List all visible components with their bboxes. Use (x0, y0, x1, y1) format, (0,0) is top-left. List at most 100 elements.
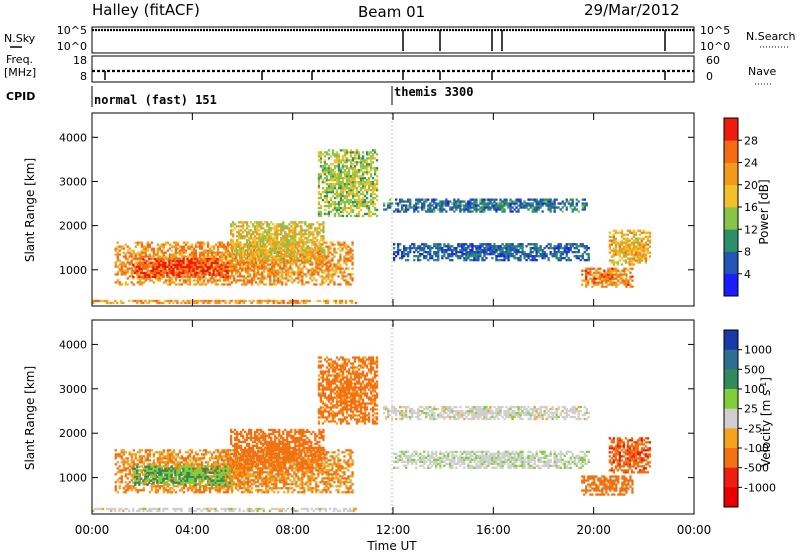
heatmap-cell (329, 273, 332, 276)
heatmap-cell (318, 227, 321, 230)
heatmap-cell (565, 249, 568, 252)
heatmap-cell (275, 271, 278, 274)
heatmap-cell (256, 241, 259, 244)
heatmap-cell (140, 275, 143, 278)
heatmap-cell (373, 212, 377, 216)
heatmap-cell (130, 269, 133, 272)
heatmap-cell (284, 227, 287, 230)
heatmap-cell (411, 206, 414, 209)
heatmap-cell (214, 273, 218, 276)
heatmap-cell (613, 277, 616, 280)
heatmap-cell (302, 301, 305, 305)
heatmap-cell (565, 198, 568, 201)
heatmap-cell (294, 301, 297, 305)
heatmap-cell (229, 267, 232, 270)
heatmap-cell (148, 301, 151, 305)
heatmap-cell (148, 463, 151, 466)
heatmap-cell (276, 237, 279, 240)
heatmap-cell (425, 255, 428, 258)
heatmap-cell (130, 281, 133, 284)
heatmap-cell (608, 239, 611, 242)
heatmap-cell (320, 245, 323, 248)
heatmap-cell (611, 269, 614, 272)
heatmap-cell (224, 245, 228, 248)
heatmap-cell (648, 245, 652, 248)
heatmap-cell (622, 247, 626, 250)
heatmap-cell (331, 153, 335, 156)
heatmap-cell (343, 185, 347, 188)
heatmap-cell (327, 202, 331, 206)
heatmap-cell (170, 245, 174, 248)
heatmap-cell (625, 277, 628, 280)
heatmap-cell (646, 249, 650, 252)
heatmap-cell (501, 200, 504, 203)
heatmap-cell (303, 261, 306, 264)
heatmap-cell (300, 237, 303, 240)
heatmap-cell (116, 461, 119, 464)
heatmap-cell (138, 461, 141, 464)
heatmap-cell (357, 212, 361, 216)
heatmap-cell (622, 237, 626, 240)
heatmap-cell (471, 255, 474, 258)
heatmap-cell (112, 301, 115, 305)
heatmap-cell (491, 257, 494, 260)
heatmap-cell (122, 245, 125, 248)
heatmap-cell (481, 243, 484, 246)
heatmap-cell (347, 151, 351, 154)
heatmap-cell (246, 259, 249, 262)
heatmap-cell (152, 281, 155, 284)
heatmap-cell (253, 259, 256, 262)
heatmap-cell (230, 231, 233, 234)
heatmap-cell (325, 279, 328, 282)
heatmap-cell (268, 241, 271, 244)
heatmap-cell (499, 206, 502, 209)
heatmap-cell (272, 245, 275, 248)
heatmap-cell (226, 271, 229, 275)
heatmap-cell (319, 283, 322, 286)
heatmap-cell (335, 251, 338, 254)
heatmap-cell (642, 243, 646, 246)
heatmap-cell (551, 206, 554, 209)
heatmap-cell (262, 251, 265, 254)
heatmap-cell (290, 301, 293, 305)
heatmap-cell (294, 255, 297, 258)
heatmap-cell (300, 239, 303, 242)
heatmap-cell (308, 235, 311, 238)
heatmap-cell (114, 249, 117, 252)
heatmap-cell (483, 210, 486, 213)
heatmap-cell (503, 202, 506, 205)
heatmap-cell (236, 301, 239, 305)
heatmap-cell (270, 239, 273, 242)
heatmap-cell (373, 171, 377, 174)
heatmap-cell (263, 283, 266, 286)
heatmap-cell (132, 263, 135, 267)
heatmap-cell (265, 283, 268, 286)
heatmap-cell (347, 267, 350, 270)
heatmap-cell (439, 249, 442, 252)
heatmap-cell (333, 185, 337, 188)
heatmap-cell (270, 253, 273, 256)
heatmap-cell (616, 241, 619, 244)
heatmap-cell (120, 449, 123, 452)
heatmap-cell (322, 221, 325, 224)
heatmap-cell (636, 249, 640, 252)
heatmap-cell (114, 457, 117, 460)
heatmap-cell (513, 202, 516, 205)
heatmap-cell (373, 202, 377, 206)
heatmap-cell (274, 299, 277, 303)
heatmap-cell (250, 233, 253, 236)
heatmap-cell (543, 198, 546, 201)
heatmap-cell (202, 275, 205, 278)
heatmap-cell (320, 249, 323, 252)
heatmap-cell (194, 301, 197, 305)
heatmap-cell (210, 261, 213, 265)
heatmap-cell (549, 198, 552, 201)
heatmap-cell (318, 225, 321, 228)
heatmap-cell (319, 194, 323, 198)
heatmap-cell (172, 301, 175, 305)
heatmap-cell (557, 245, 560, 248)
heatmap-cell (329, 169, 333, 172)
heatmap-cell (357, 153, 361, 156)
heatmap-cell (343, 271, 346, 274)
heatmap-cell (311, 271, 314, 274)
